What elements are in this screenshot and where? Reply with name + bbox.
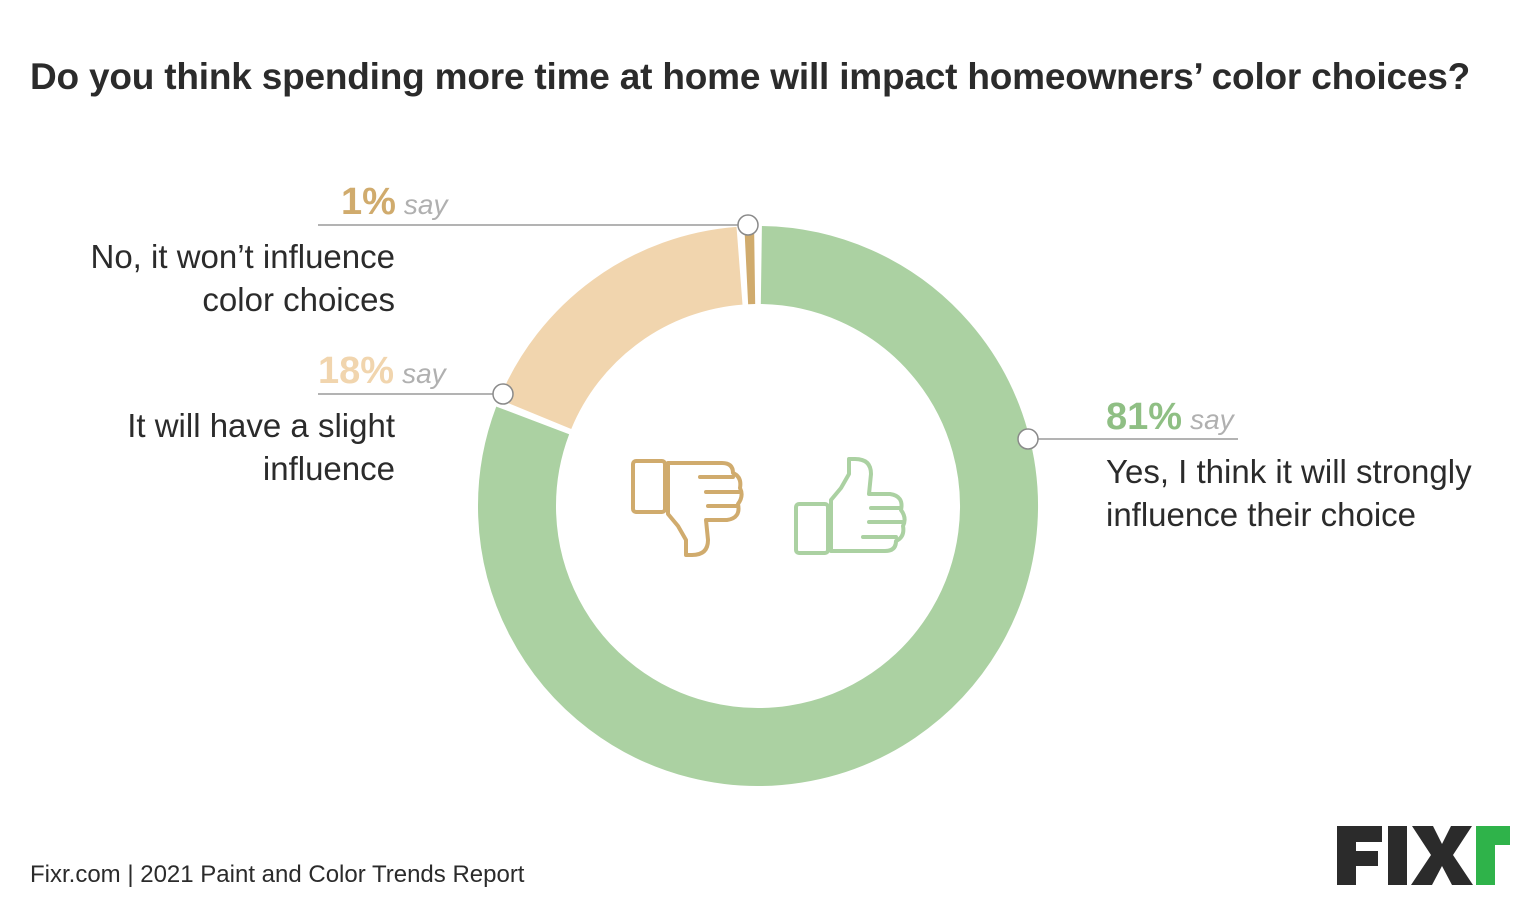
label-yes-description: Yes, I think it will strongly influence …: [1106, 450, 1472, 536]
label-line: No, it won’t influence: [90, 238, 396, 275]
chart-title: Do you think spending more time at home …: [30, 56, 1470, 97]
label-line: Yes, I think it will strongly: [1106, 453, 1472, 490]
logo-letter-i: [1388, 826, 1407, 885]
logo-letter-x: [1411, 826, 1473, 885]
say-text: say: [402, 358, 446, 389]
label-line: influence: [262, 450, 395, 487]
label-no-description: No, it won’t influence color choices: [91, 235, 396, 321]
footer-source: Fixr.com | 2021 Paint and Color Trends R…: [30, 861, 525, 888]
say-text: say: [1190, 404, 1234, 435]
thumbs-down-icon: [631, 459, 744, 557]
slice-value: 81%: [1106, 396, 1183, 438]
label-line: It will have a slight: [127, 407, 395, 444]
label-slight-description: It will have a slight influence: [127, 404, 395, 490]
label-line: color choices: [202, 281, 395, 318]
fixr-logo: [1337, 826, 1510, 885]
label-leaders: [318, 214, 1238, 450]
label-1-percent: 1% say: [341, 181, 448, 224]
say-text: say: [403, 189, 448, 220]
leader-81-marker: [1017, 428, 1039, 450]
logo-letter-r: [1476, 826, 1510, 885]
donut-slice-0: [478, 226, 1038, 786]
logo-letter-f: [1337, 826, 1382, 885]
label-81-percent: 81% say: [1106, 396, 1234, 439]
leader-18-marker: [492, 383, 514, 405]
slice-value: 1%: [341, 181, 396, 223]
donut-slices: [478, 226, 1038, 786]
slice-value: 18%: [318, 350, 395, 392]
thumbs-up-icon: [794, 457, 907, 555]
label-line: influence their choice: [1106, 496, 1417, 533]
donut-slice-1: [499, 226, 744, 430]
leader-1-marker: [737, 214, 759, 236]
label-18-percent: 18% say: [318, 350, 446, 393]
